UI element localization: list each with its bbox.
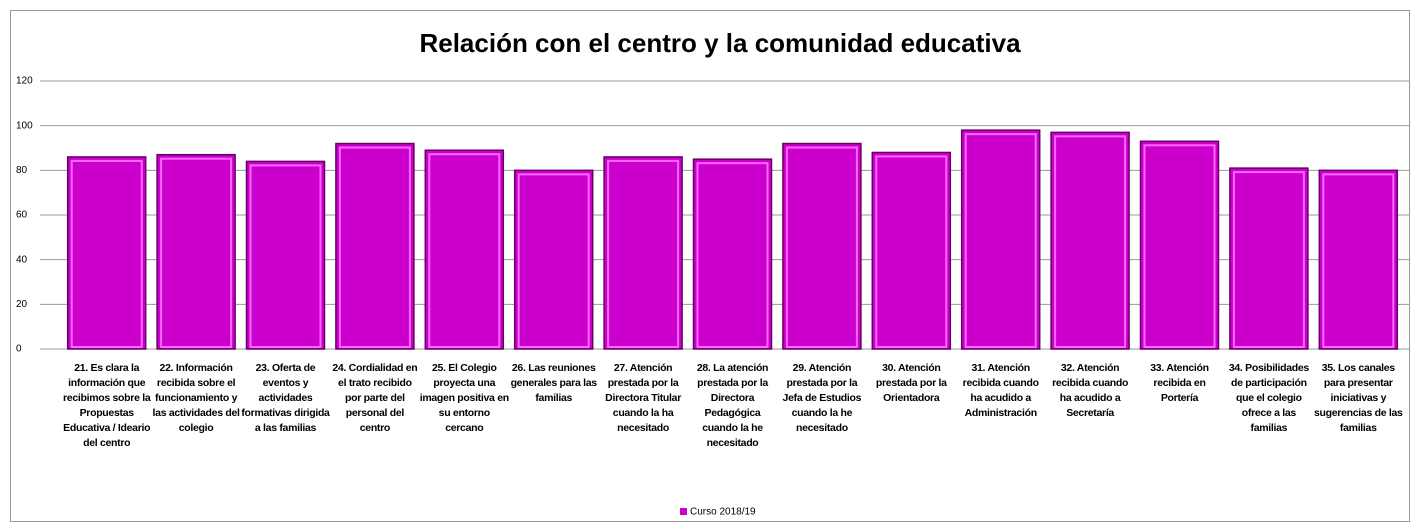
bar bbox=[871, 151, 952, 350]
x-tick-label: 32. Atención recibida cuando ha acudido … bbox=[1052, 362, 1129, 419]
x-tick-label: 28. La atención prestada por la Director… bbox=[696, 362, 769, 449]
bar-bevel bbox=[964, 133, 1037, 348]
x-tick-label: 24. Cordialidad en el trato recibido por… bbox=[332, 362, 418, 434]
y-tick-label: 60 bbox=[16, 210, 28, 221]
x-tick-label: 30. Atención prestada por la Orientadora bbox=[875, 362, 947, 404]
bar-bevel bbox=[1232, 171, 1305, 348]
bar-bevel bbox=[338, 146, 411, 348]
bar bbox=[513, 169, 594, 350]
bar bbox=[960, 129, 1041, 350]
bar bbox=[1050, 131, 1130, 350]
bar-bevel bbox=[1143, 144, 1216, 348]
bar-bevel bbox=[607, 159, 680, 348]
bar-group bbox=[1229, 167, 1309, 350]
y-tick-label: 20 bbox=[16, 299, 28, 310]
legend-swatch bbox=[680, 508, 687, 515]
y-tick-label: 120 bbox=[16, 76, 33, 87]
bar-group bbox=[513, 169, 594, 350]
x-tick-label: 27. Atención prestada por la Directora T… bbox=[605, 362, 681, 434]
y-tick-label: 40 bbox=[16, 254, 28, 265]
bar-group bbox=[603, 156, 683, 350]
bar bbox=[424, 149, 505, 350]
bar-group bbox=[335, 142, 415, 350]
y-tick-label: 0 bbox=[16, 344, 22, 355]
bar bbox=[603, 156, 683, 350]
bar-group bbox=[782, 142, 862, 350]
bar-bevel bbox=[1322, 173, 1395, 348]
bar-group bbox=[156, 153, 236, 350]
bar-bevel bbox=[428, 153, 501, 348]
bar-bevel bbox=[249, 164, 322, 348]
bar-bevel bbox=[517, 173, 590, 348]
bar bbox=[1139, 140, 1220, 350]
bar-bevel bbox=[875, 155, 948, 348]
bar bbox=[335, 142, 415, 350]
bar-group bbox=[424, 149, 505, 350]
x-tick-label: 25. El Colegio proyecta una imagen posit… bbox=[419, 362, 509, 434]
y-tick-label: 100 bbox=[16, 120, 33, 131]
bar bbox=[245, 160, 326, 350]
bar-group bbox=[1050, 131, 1130, 350]
bar-group bbox=[1318, 169, 1399, 350]
x-tick-label: 26. Las reuniones generales para las fam… bbox=[510, 362, 598, 404]
bar-group bbox=[692, 158, 773, 350]
x-tick-label: 33. Atención recibida en Portería bbox=[1150, 362, 1209, 404]
bar-group bbox=[1139, 140, 1220, 350]
chart-title: Relación con el centro y la comunidad ed… bbox=[419, 28, 1021, 58]
bar bbox=[66, 156, 147, 350]
bar-group bbox=[245, 160, 326, 350]
bar bbox=[1229, 167, 1309, 350]
x-tick-label: 31. Atención recibida cuando ha acudido … bbox=[962, 362, 1039, 419]
x-tick-label: 29. Atención prestada por la Jefa de Est… bbox=[782, 362, 862, 434]
x-tick-label: 23. Oferta de eventos y actividades form… bbox=[241, 362, 330, 434]
bar-bevel bbox=[696, 162, 769, 348]
bar bbox=[1318, 169, 1399, 350]
bar-group bbox=[871, 151, 952, 350]
bar-bevel bbox=[785, 146, 858, 348]
bar bbox=[156, 153, 236, 350]
bar-group bbox=[960, 129, 1041, 350]
y-tick-label: 80 bbox=[16, 165, 28, 176]
bar-bevel bbox=[160, 157, 233, 348]
legend-label: Curso 2018/19 bbox=[690, 507, 756, 518]
x-tick-label: 22. Información recibida sobre el funcio… bbox=[152, 362, 240, 434]
bar bbox=[782, 142, 862, 350]
x-tick-label: 34. Posibilidades de participación que e… bbox=[1228, 362, 1309, 434]
bar bbox=[692, 158, 773, 350]
bar-group bbox=[66, 156, 147, 350]
bar-bevel bbox=[1054, 135, 1127, 348]
x-tick-label: 21. Es clara la información que recibimo… bbox=[63, 362, 151, 449]
bar-bevel bbox=[70, 159, 143, 348]
x-tick-label: 35. Los canales para presentar iniciativ… bbox=[1314, 362, 1403, 434]
